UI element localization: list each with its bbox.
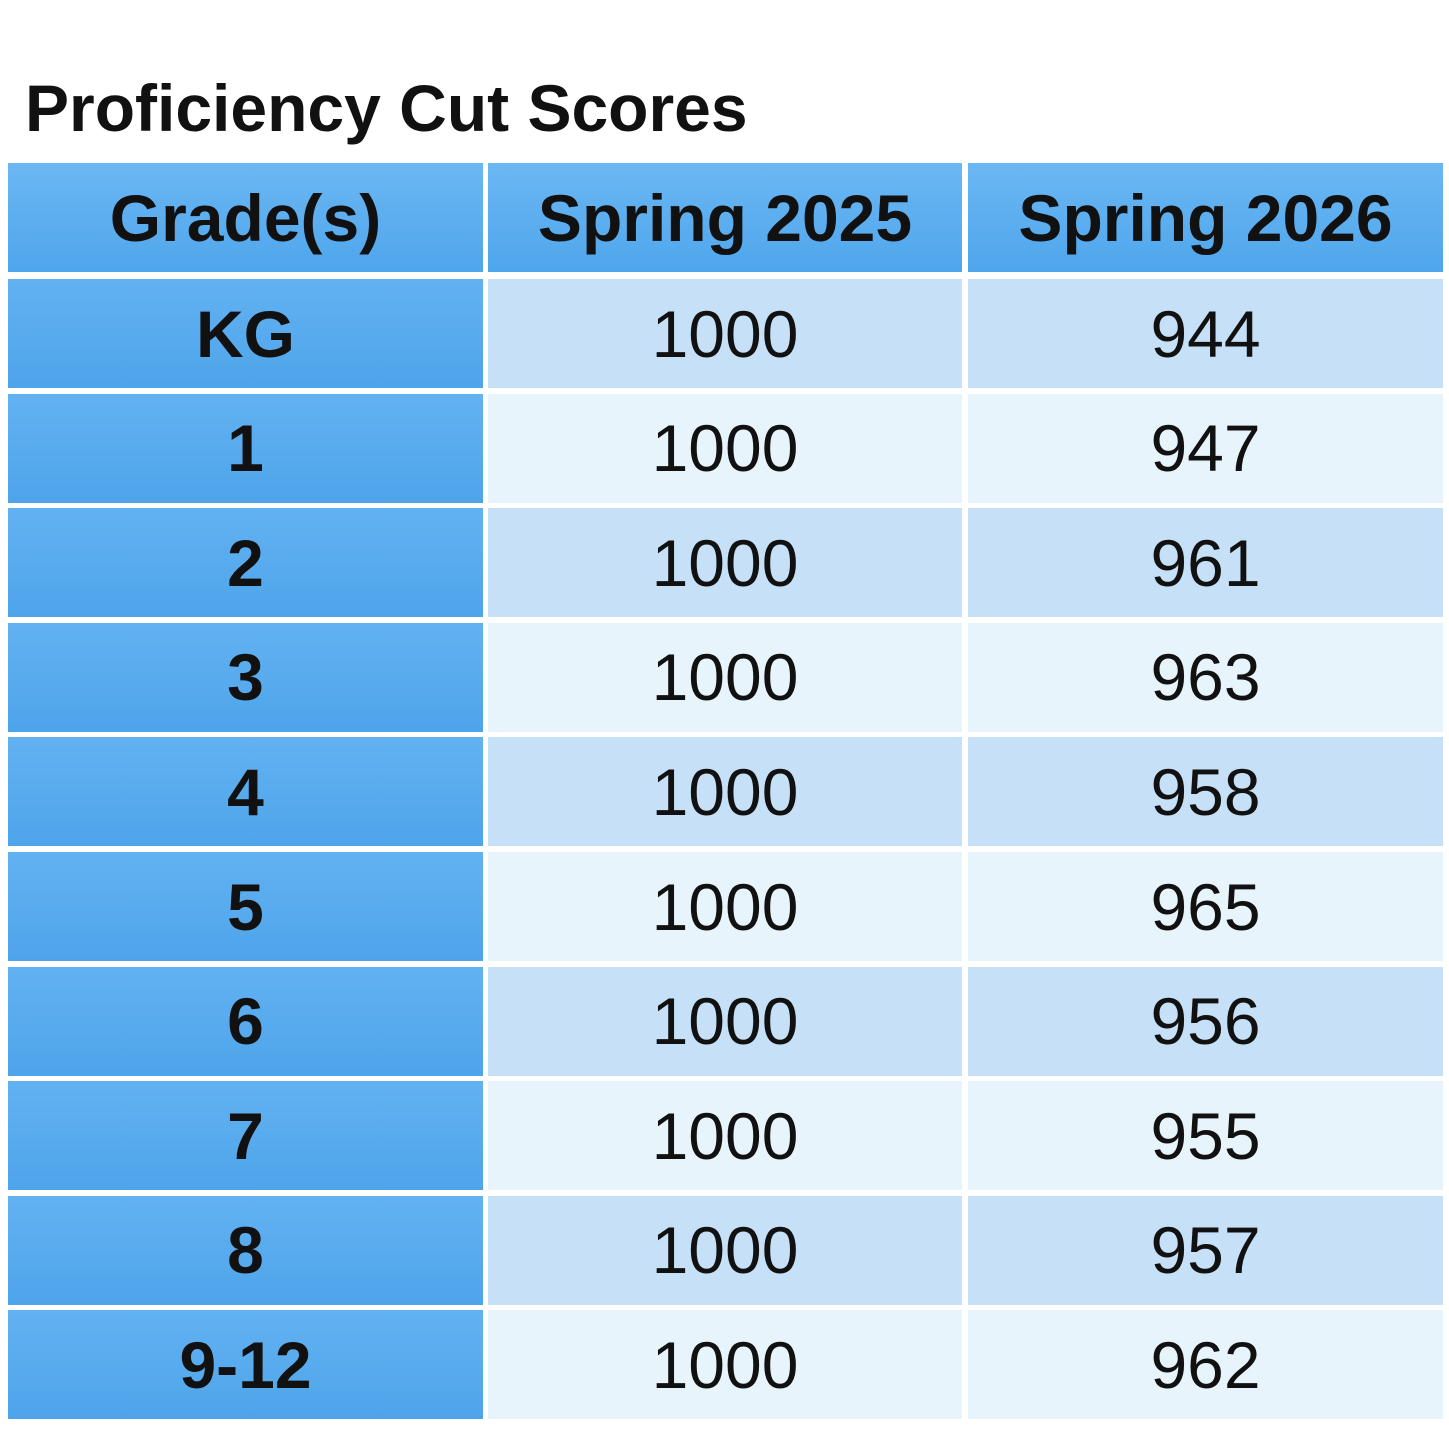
score-cell: 1000	[488, 737, 962, 847]
header-cell: Spring 2025	[488, 163, 962, 272]
score-cell: 965	[968, 852, 1443, 961]
score-cell: 956	[968, 966, 1443, 1076]
grade-cell: 1	[8, 393, 483, 503]
score-cell: 958	[968, 737, 1443, 847]
score-cell: 957	[968, 1195, 1443, 1305]
grade-cell: 5	[8, 852, 483, 961]
score-cell: 947	[968, 393, 1443, 503]
score-cell: 1000	[488, 508, 962, 618]
score-cell: 961	[968, 508, 1443, 618]
grade-cell: 6	[8, 966, 483, 1076]
score-cell: 944	[968, 279, 1443, 388]
score-cell: 1000	[488, 622, 962, 732]
score-cell: 1000	[488, 852, 962, 961]
score-cell: 1000	[488, 393, 962, 503]
grade-cell: 8	[8, 1195, 483, 1305]
grade-cell: 9-12	[8, 1310, 483, 1420]
grade-cell: 2	[8, 508, 483, 618]
table-title: Proficiency Cut Scores	[25, 71, 748, 145]
header-cell: Grade(s)	[8, 163, 483, 272]
score-cell: 962	[968, 1310, 1443, 1420]
grade-cell: 7	[8, 1081, 483, 1191]
grade-cell: 3	[8, 622, 483, 732]
score-cell: 963	[968, 622, 1443, 732]
score-cell: 955	[968, 1081, 1443, 1191]
score-cell: 1000	[488, 1195, 962, 1305]
score-cell: 1000	[488, 1310, 962, 1420]
grade-cell: 4	[8, 737, 483, 847]
grade-cell: KG	[8, 279, 483, 388]
score-cell: 1000	[488, 1081, 962, 1191]
score-cell: 1000	[488, 279, 962, 388]
header-cell: Spring 2026	[968, 163, 1443, 272]
score-cell: 1000	[488, 966, 962, 1076]
